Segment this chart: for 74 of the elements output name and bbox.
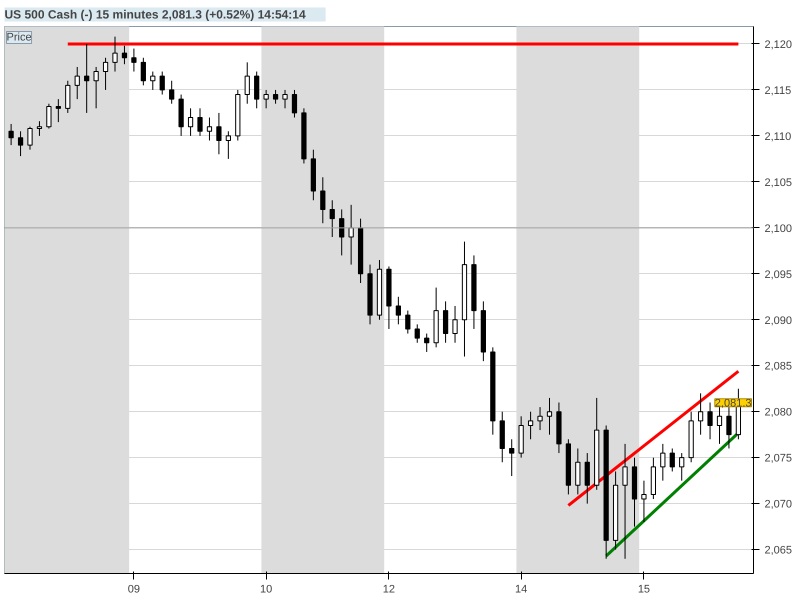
y-tick-label: 2,095 — [764, 268, 792, 281]
candlestick — [36, 120, 42, 136]
candlestick — [244, 62, 250, 104]
candlestick — [716, 406, 722, 444]
candlestick — [264, 89, 269, 109]
candlestick — [206, 117, 212, 141]
candlestick — [160, 71, 165, 96]
candlestick — [122, 45, 128, 65]
candlestick — [197, 108, 203, 136]
candlestick — [140, 57, 146, 86]
y-tick-label: 2,070 — [764, 498, 792, 511]
candlestick — [56, 98, 61, 123]
x-tick-label: 12 — [382, 584, 396, 596]
candlestick — [46, 103, 52, 130]
candlestick — [93, 66, 99, 109]
candlestick — [396, 296, 401, 325]
chart-title: US 500 Cash (-) 15 minutes 2,081.3 (+0.52%) 14:54:14 — [4, 8, 306, 22]
candlestick — [528, 411, 534, 440]
y-tick-label: 2,090 — [764, 314, 792, 327]
y-tick-label: 2,110 — [764, 130, 792, 143]
candlestick — [226, 130, 231, 160]
candlestick — [65, 80, 70, 114]
y-tick-label: 2,075 — [764, 452, 792, 465]
candlestick — [452, 305, 458, 344]
x-tick-label: 09 — [128, 584, 140, 596]
y-tick-label: 2,105 — [764, 176, 792, 189]
candlestick — [169, 80, 174, 104]
candlestick — [320, 176, 326, 224]
y-tick-label: 2,085 — [764, 360, 792, 373]
candlestick — [74, 66, 80, 100]
candlestick — [584, 452, 590, 504]
candlestick — [414, 324, 420, 344]
candlestick — [282, 89, 288, 109]
candlestick — [546, 397, 552, 436]
candlestick — [84, 43, 90, 114]
candlestick — [622, 443, 628, 560]
candlestick — [575, 448, 580, 495]
x-tick-label: 14 — [515, 584, 528, 596]
candlestick — [216, 112, 222, 155]
annotation: Price — [6, 32, 32, 44]
candlestick — [254, 71, 260, 109]
candlestick — [641, 480, 647, 523]
candlestick — [330, 200, 335, 238]
candlestick — [188, 108, 194, 136]
candlestick — [131, 48, 137, 72]
y-tick-label: 2,100 — [764, 222, 792, 235]
candlestick — [405, 310, 410, 334]
candlestick — [660, 443, 666, 482]
y-tick-label: 2,120 — [764, 38, 792, 51]
candlestick — [679, 452, 684, 482]
candlestick — [698, 392, 704, 436]
candlestick — [8, 123, 14, 146]
candlestick — [348, 204, 354, 266]
x-tick-label: 10 — [260, 584, 272, 596]
candlestick — [112, 36, 118, 72]
candlestick — [442, 300, 448, 344]
y-tick-label: 2,115 — [764, 84, 792, 97]
candlestick — [339, 208, 344, 256]
candlestick — [509, 438, 514, 477]
candlestick — [150, 71, 156, 90]
candlestick — [424, 333, 430, 352]
candlestick — [537, 406, 543, 431]
candlestick — [18, 130, 24, 157]
candlestick — [272, 89, 278, 104]
candlestick — [292, 89, 298, 118]
y-tick-label: 2,080 — [764, 406, 792, 419]
y-tick-label: 2,065 — [764, 544, 792, 557]
candlestick — [27, 126, 33, 150]
candlestick — [726, 406, 732, 449]
candlestick — [670, 448, 675, 472]
candlestick — [707, 402, 713, 440]
annotation: 2,081.3 — [714, 398, 752, 410]
x-tick-label: 15 — [638, 584, 650, 596]
candlestick — [102, 57, 108, 90]
